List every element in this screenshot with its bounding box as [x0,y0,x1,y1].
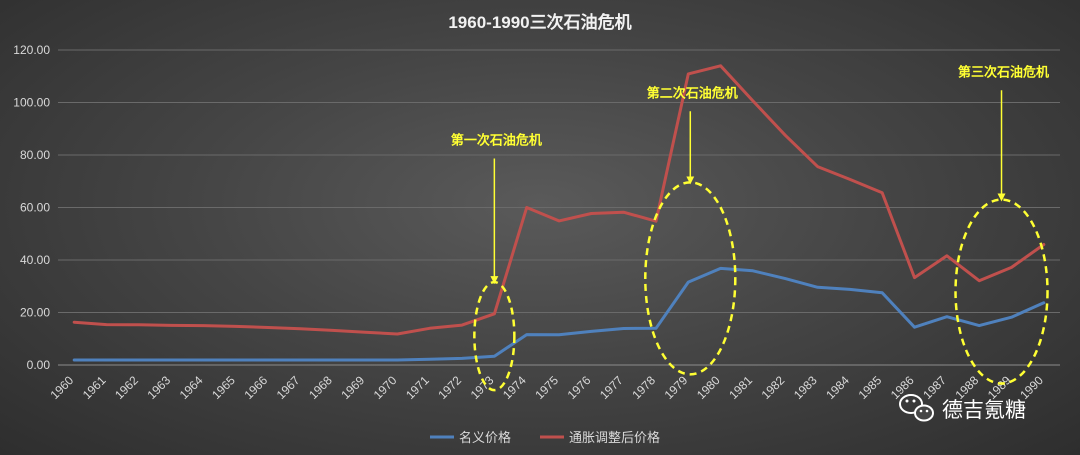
x-tick-label: 1963 [144,373,173,402]
x-tick-label: 1984 [823,373,852,402]
x-tick-label: 1972 [435,373,464,402]
legend-label: 通胀调整后价格 [569,430,660,445]
gridlines [58,49,1060,366]
annotation-label: 第一次石油危机 [451,133,542,148]
x-tick-label: 1980 [694,373,723,402]
x-tick-label: 1982 [759,373,788,402]
wechat-icon [899,394,934,422]
legend-label: 名义价格 [459,430,511,445]
y-tick-label: 20.00 [20,306,50,320]
y-tick-label: 100.00 [13,96,50,110]
x-tick-label: 1976 [565,373,594,402]
x-tick-label: 1960 [48,373,77,402]
legend: 名义价格 通胀调整后价格 [430,430,660,445]
x-tick-label: 1978 [629,373,658,402]
x-tick-label: 1967 [274,373,303,402]
x-tick-label: 1974 [500,373,529,402]
x-tick-label: 1973 [468,373,497,402]
series-line-0 [72,266,1046,362]
x-tick-label: 1983 [791,373,820,402]
series-lines [72,64,1046,362]
x-tick-label: 1965 [209,373,238,402]
x-tick-label: 1985 [856,373,885,402]
watermark: 德吉氪糖 [899,394,1026,422]
x-tick-label: 1975 [532,373,561,402]
x-tick-label: 1961 [80,373,109,402]
y-tick-label: 40.00 [20,253,50,267]
annotation-circle [644,181,737,376]
series-line-1 [72,64,1046,336]
chart-title: 1960-1990三次石油危机 [448,12,631,32]
x-tick-label: 1970 [371,373,400,402]
x-axis: 1960 1961 1962 1963 1964 1965 1966 1967 1968 1969… [48,373,1047,402]
annotations: 第一次石油危机 第二次石油危机 第三次石油危机 [451,64,1049,392]
watermark-text: 德吉氪糖 [942,398,1026,422]
y-tick-label: 0.00 [27,358,51,372]
annotation-label: 第三次石油危机 [958,64,1049,79]
x-tick-label: 1968 [306,373,335,402]
x-tick-label: 1962 [112,373,141,402]
y-tick-label: 60.00 [20,201,50,215]
x-tick-label: 1964 [177,373,206,402]
x-tick-label: 1981 [726,373,755,402]
annotation-circle [473,280,516,392]
x-tick-label: 1979 [662,373,691,402]
x-tick-label: 1969 [338,373,367,402]
y-tick-label: 80.00 [20,148,50,162]
annotation-circle [954,198,1049,385]
x-tick-label: 1971 [403,373,432,402]
x-tick-label: 1966 [241,373,270,402]
y-axis: 0.00 20.00 40.00 60.00 80.00 100.00 120.00 [13,43,50,372]
y-tick-label: 120.00 [13,43,50,57]
x-tick-label: 1977 [597,373,626,402]
annotation-label: 第二次石油危机 [647,85,738,100]
